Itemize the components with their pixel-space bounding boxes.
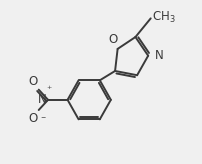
Text: N: N (37, 93, 46, 106)
Text: N: N (154, 49, 163, 62)
Text: CH$_3$: CH$_3$ (152, 10, 175, 25)
Text: $^{+}$: $^{+}$ (45, 85, 52, 94)
Text: O: O (108, 33, 117, 46)
Text: O: O (28, 112, 38, 125)
Text: O: O (28, 75, 38, 88)
Text: $^{-}$: $^{-}$ (39, 114, 46, 123)
